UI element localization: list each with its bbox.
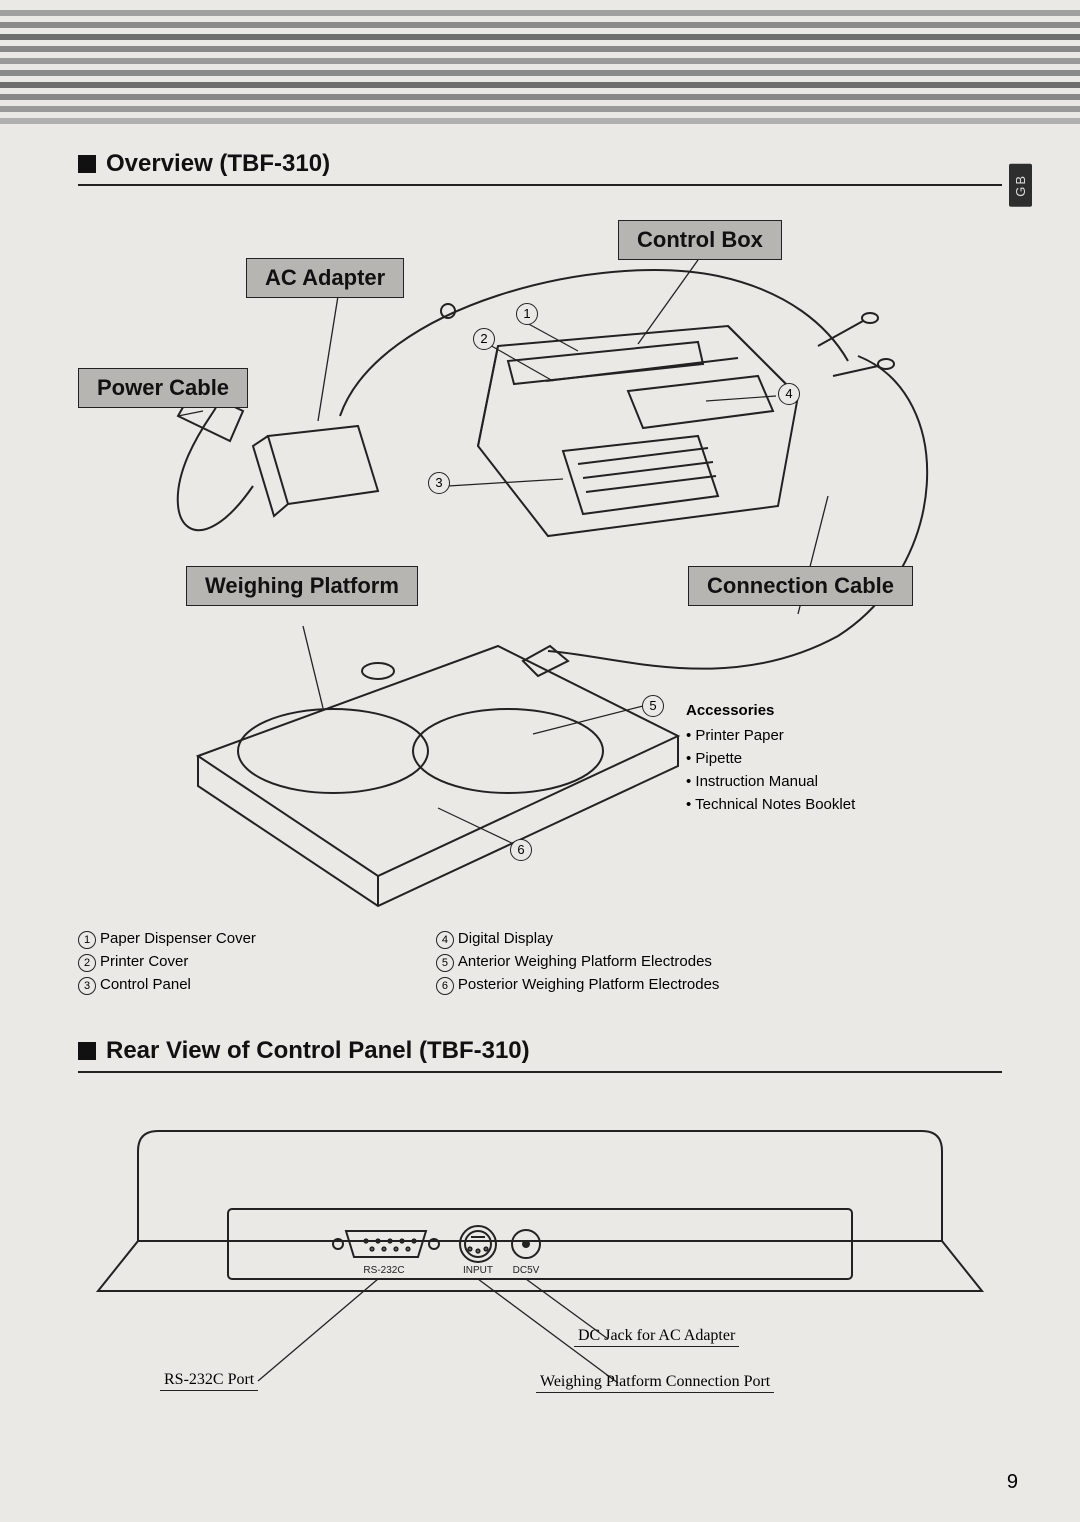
label-control-box: Control Box [618, 220, 782, 260]
accessory-item: Instruction Manual [686, 773, 855, 790]
label-power-cable: Power Cable [78, 368, 248, 408]
legend-text: Posterior Weighing Platform Electrodes [458, 976, 720, 993]
port-label-dc5v: DC5V [513, 1265, 540, 1276]
port-label-rs232c: RS-232C [363, 1265, 404, 1276]
marker-5: 5 [642, 695, 664, 717]
accessories-title: Accessories [686, 702, 855, 719]
section-title-rear: Rear View of Control Panel (TBF-310) [78, 1037, 1002, 1073]
legend-num: 4 [436, 931, 454, 949]
marker-4: 4 [778, 383, 800, 405]
callout-rs232c-port: RS-232C Port [160, 1371, 258, 1391]
bullet-icon [78, 155, 96, 173]
legend-num: 3 [78, 977, 96, 995]
accessory-item: Pipette [686, 750, 855, 767]
legend-text: Paper Dispenser Cover [100, 930, 256, 947]
page-number: 9 [1007, 1471, 1018, 1494]
overview-svg [78, 196, 1002, 916]
accessories-block: Accessories Printer Paper Pipette Instru… [686, 702, 855, 819]
legend-text: Anterior Weighing Platform Electrodes [458, 953, 712, 970]
legend-text: Printer Cover [100, 953, 188, 970]
bullet-icon [78, 1042, 96, 1060]
legend-num: 1 [78, 931, 96, 949]
callout-dc-jack: DC Jack for AC Adapter [574, 1327, 739, 1347]
language-tab-gb: GB [1009, 164, 1032, 207]
label-connection-cable: Connection Cable [688, 566, 913, 606]
rear-diagram: RS-232C INPUT DC5V RS-232C Port DC Jack … [78, 1091, 1002, 1421]
accessory-item: Technical Notes Booklet [686, 796, 855, 813]
marker-6: 6 [510, 839, 532, 861]
overview-diagram: Control Box AC Adapter Power Cable Weigh… [78, 196, 1002, 916]
legend-text: Digital Display [458, 930, 553, 947]
accessory-item: Printer Paper [686, 727, 855, 744]
legend-num: 5 [436, 954, 454, 972]
section-title-text: Rear View of Control Panel (TBF-310) [106, 1037, 530, 1065]
section-title-text: Overview (TBF-310) [106, 150, 330, 178]
header-stripes [0, 0, 1080, 124]
callout-platform-port: Weighing Platform Connection Port [536, 1373, 774, 1393]
label-weighing-platform: Weighing Platform [186, 566, 418, 606]
label-ac-adapter: AC Adapter [246, 258, 404, 298]
legend-num: 2 [78, 954, 96, 972]
marker-2: 2 [473, 328, 495, 350]
legend-num: 6 [436, 977, 454, 995]
marker-1: 1 [516, 303, 538, 325]
legend: 1Paper Dispenser Cover 2Printer Cover 3C… [78, 926, 1002, 999]
marker-3: 3 [428, 472, 450, 494]
section-title-overview: Overview (TBF-310) [78, 150, 1002, 186]
legend-text: Control Panel [100, 976, 191, 993]
port-label-input: INPUT [463, 1265, 493, 1276]
